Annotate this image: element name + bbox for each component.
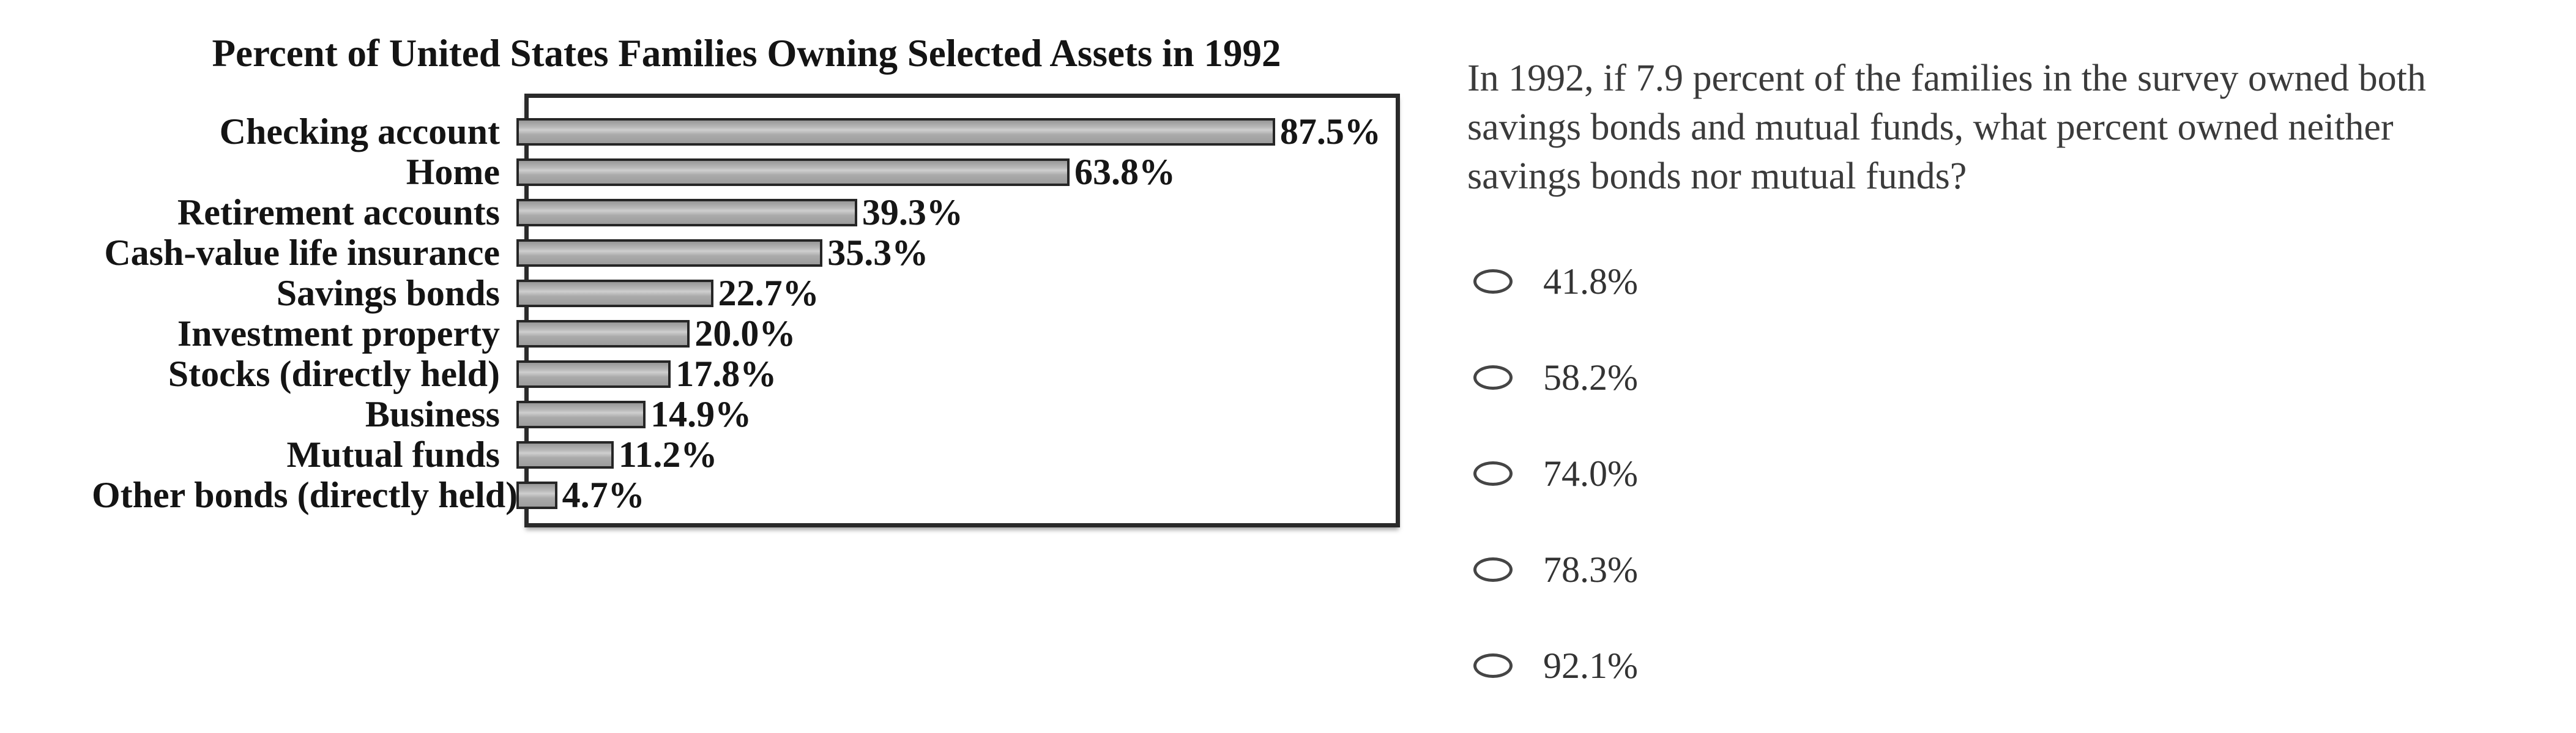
answer-options: 41.8% 58.2% 74.0% 78.3% 92.1% xyxy=(1473,257,1638,733)
bar-value-label: 17.8% xyxy=(676,354,777,394)
chart-row: Retirement accounts 39.3% xyxy=(92,192,1401,233)
bar-area: 22.7% xyxy=(516,273,1383,313)
category-label: Investment property xyxy=(177,313,500,354)
bar-value-label: 87.5% xyxy=(1279,111,1381,152)
answer-option-41.8pct[interactable]: 41.8% xyxy=(1473,257,1638,306)
option-label: 92.1% xyxy=(1543,646,1638,686)
bar xyxy=(516,117,1275,146)
chart-row: Stocks (directly held) 17.8% xyxy=(92,354,1401,394)
bar-value-label: 35.3% xyxy=(827,233,929,273)
bar xyxy=(516,441,614,469)
category-label: Business xyxy=(365,394,500,434)
chart-row: Business 14.9% xyxy=(92,394,1401,434)
question-text: In 1992, if 7.9 percent of the families … xyxy=(1467,54,2556,201)
category-label: Home xyxy=(406,152,500,192)
bar xyxy=(516,319,690,348)
category-label: Other bonds (directly held) xyxy=(92,475,518,515)
bar xyxy=(516,158,1070,186)
radio-button-icon[interactable] xyxy=(1473,269,1513,294)
bar-value-label: 22.7% xyxy=(718,273,819,313)
radio-button-icon[interactable] xyxy=(1473,365,1513,390)
question-line: savings bonds and mutual funds, what per… xyxy=(1467,106,2394,148)
bar xyxy=(516,360,671,388)
chart-row: Mutual funds 11.2% xyxy=(92,434,1401,475)
bar-area: 87.5% xyxy=(516,111,1383,152)
category-label: Savings bonds xyxy=(276,273,500,313)
category-label: Cash-value life insurance xyxy=(104,233,500,273)
bar xyxy=(516,400,646,428)
answer-option-58.2pct[interactable]: 58.2% xyxy=(1473,353,1638,402)
question-line: savings bonds nor mutual funds? xyxy=(1467,155,1967,197)
chart-row: Other bonds (directly held) 4.7% xyxy=(92,475,1401,515)
bar-value-label: 4.7% xyxy=(562,475,645,515)
bar-value-label: 14.9% xyxy=(650,394,752,434)
radio-button-icon[interactable] xyxy=(1473,557,1513,582)
chart-rows: Checking account 87.5% Home 63.8% Retirement… xyxy=(92,94,1401,515)
answer-option-74.0pct[interactable]: 74.0% xyxy=(1473,449,1638,498)
bar-value-label: 63.8% xyxy=(1074,152,1176,192)
bar-area: 35.3% xyxy=(516,233,1383,273)
bar-area: 63.8% xyxy=(516,152,1383,192)
chart-row: Savings bonds 22.7% xyxy=(92,273,1401,313)
plot-frame xyxy=(524,94,1400,527)
category-label: Retirement accounts xyxy=(177,192,500,233)
asset-ownership-chart: Percent of United States Families Owning… xyxy=(92,31,1401,527)
question-line: In 1992, if 7.9 percent of the families … xyxy=(1467,58,2426,99)
radio-button-icon[interactable] xyxy=(1473,461,1513,486)
option-label: 74.0% xyxy=(1543,453,1638,494)
chart-row: Checking account 87.5% xyxy=(92,111,1401,152)
bar-area: 14.9% xyxy=(516,394,1383,434)
category-label: Checking account xyxy=(219,111,500,152)
answer-option-78.3pct[interactable]: 78.3% xyxy=(1473,545,1638,594)
chart-row: Cash-value life insurance 35.3% xyxy=(92,233,1401,273)
bar-value-label: 11.2% xyxy=(618,434,718,475)
bar-area: 4.7% xyxy=(516,475,1383,515)
bar xyxy=(516,198,857,226)
chart-body: Checking account 87.5% Home 63.8% Retirement… xyxy=(92,94,1401,527)
option-label: 58.2% xyxy=(1543,357,1638,398)
chart-row: Home 63.8% xyxy=(92,152,1401,192)
bar-area: 17.8% xyxy=(516,354,1383,394)
category-label: Stocks (directly held) xyxy=(168,354,500,394)
bar-area: 39.3% xyxy=(516,192,1383,233)
bar-area: 11.2% xyxy=(516,434,1383,475)
bar xyxy=(516,239,823,267)
bar xyxy=(516,279,713,307)
answer-option-92.1pct[interactable]: 92.1% xyxy=(1473,641,1638,690)
chart-title: Percent of United States Families Owning… xyxy=(212,32,1281,75)
category-label: Mutual funds xyxy=(286,434,500,475)
bar-value-label: 20.0% xyxy=(694,313,796,354)
chart-row: Investment property 20.0% xyxy=(92,313,1401,354)
radio-button-icon[interactable] xyxy=(1473,653,1513,678)
question-block: In 1992, if 7.9 percent of the families … xyxy=(1467,54,2556,201)
bar xyxy=(516,481,557,509)
bar-area: 20.0% xyxy=(516,313,1383,354)
bar-value-label: 39.3% xyxy=(862,192,963,233)
option-label: 41.8% xyxy=(1543,261,1638,302)
option-label: 78.3% xyxy=(1543,549,1638,590)
